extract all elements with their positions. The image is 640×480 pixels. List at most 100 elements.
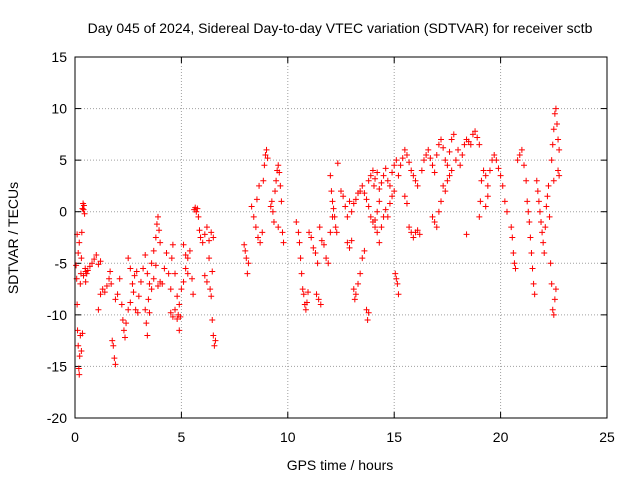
data-point	[550, 126, 557, 133]
data-point	[167, 309, 174, 316]
data-point	[276, 169, 283, 176]
data-point	[298, 270, 305, 277]
data-point	[137, 278, 144, 285]
data-point	[209, 268, 216, 275]
data-point	[135, 293, 142, 300]
data-point	[315, 296, 322, 303]
data-point	[433, 224, 440, 231]
data-point	[297, 255, 304, 262]
data-point	[533, 177, 540, 184]
data-point	[260, 177, 267, 184]
data-point	[110, 342, 117, 349]
data-point	[548, 157, 555, 164]
data-point	[476, 213, 483, 220]
data-point	[76, 353, 83, 360]
data-point	[194, 205, 201, 212]
data-point	[306, 229, 313, 236]
data-point	[497, 172, 504, 179]
y-tick-label: 5	[59, 152, 67, 168]
data-points	[73, 105, 563, 378]
data-point	[512, 265, 519, 272]
data-point	[374, 229, 381, 236]
data-point	[544, 193, 551, 200]
y-tick-label: 15	[51, 49, 67, 65]
data-point	[420, 157, 427, 164]
data-point	[401, 193, 408, 200]
data-point	[364, 317, 371, 324]
data-point	[535, 198, 542, 205]
data-point	[508, 224, 515, 231]
data-point	[408, 167, 415, 174]
data-point	[461, 141, 468, 148]
data-point	[397, 162, 404, 169]
data-point	[119, 317, 126, 324]
data-point	[406, 159, 413, 166]
data-point	[112, 296, 119, 303]
data-point	[101, 289, 108, 296]
data-point	[351, 296, 358, 303]
y-tick-label: 0	[59, 204, 67, 220]
data-point	[555, 167, 562, 174]
data-point	[320, 241, 327, 248]
y-axis-label: SDTVAR / TECUs	[5, 182, 21, 294]
data-point	[109, 337, 116, 344]
data-point	[550, 177, 557, 184]
data-point	[361, 247, 368, 254]
data-point	[414, 227, 421, 234]
data-point	[103, 282, 110, 289]
data-point	[376, 239, 383, 246]
data-point	[203, 278, 210, 285]
data-point	[308, 234, 315, 241]
data-point	[340, 193, 347, 200]
data-point	[406, 224, 413, 231]
data-point	[429, 162, 436, 169]
data-point	[278, 198, 285, 205]
data-point	[367, 213, 374, 220]
data-point	[114, 291, 121, 298]
data-point	[89, 260, 96, 267]
data-point	[484, 182, 491, 189]
data-point	[465, 138, 472, 145]
data-point	[127, 265, 134, 272]
data-point	[146, 309, 153, 316]
data-point	[416, 231, 423, 238]
data-point	[352, 196, 359, 203]
data-point	[148, 260, 155, 267]
data-point	[438, 198, 445, 205]
data-point	[144, 332, 151, 339]
data-point	[355, 280, 362, 287]
data-point	[209, 317, 216, 324]
data-point	[386, 182, 393, 189]
data-point	[154, 213, 161, 220]
data-point	[310, 244, 317, 251]
data-point	[82, 278, 89, 285]
data-point	[425, 146, 432, 153]
data-point	[193, 208, 200, 215]
data-point	[551, 110, 558, 117]
data-point	[116, 275, 123, 282]
data-point	[131, 272, 138, 279]
data-point	[380, 172, 387, 179]
data-point	[327, 172, 334, 179]
data-point	[393, 275, 400, 282]
data-point	[79, 205, 86, 212]
data-point	[242, 247, 249, 254]
y-tick-label: -5	[55, 255, 68, 271]
data-point	[382, 206, 389, 213]
data-point	[201, 272, 208, 279]
data-point	[403, 151, 410, 158]
data-point	[393, 157, 400, 164]
data-point	[148, 286, 155, 293]
data-point	[108, 280, 115, 287]
data-point	[144, 270, 151, 277]
data-point	[248, 203, 255, 210]
data-point	[459, 151, 466, 158]
data-point	[77, 280, 84, 287]
data-point	[210, 234, 217, 241]
data-point	[391, 188, 398, 195]
data-point	[474, 134, 481, 141]
data-point	[431, 219, 438, 226]
data-point	[399, 155, 406, 162]
data-point	[143, 320, 150, 327]
data-point	[273, 177, 280, 184]
